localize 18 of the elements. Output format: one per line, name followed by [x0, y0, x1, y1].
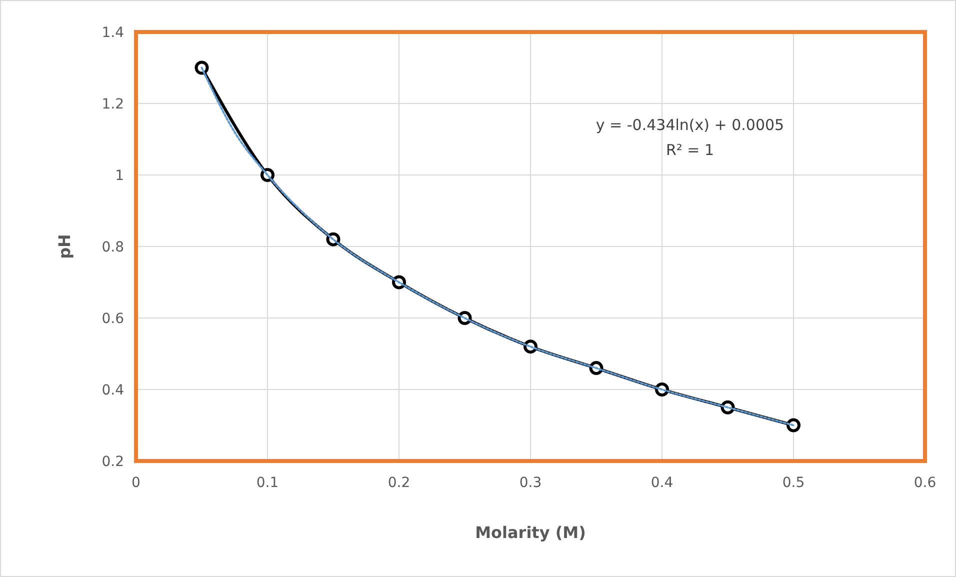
x-tick-label: 0.5 — [782, 475, 805, 491]
y-tick-label: 1 — [115, 168, 124, 184]
x-tick-label: 0.3 — [519, 475, 542, 491]
x-tick-label: 0.6 — [914, 475, 936, 491]
annotation: y = -0.434ln(x) + 0.0005 — [596, 116, 784, 134]
y-tick-label: 0.8 — [102, 239, 124, 256]
annotation: R² = 1 — [666, 141, 714, 159]
y-tick-label: 1.2 — [102, 96, 124, 112]
x-axis-title: Molarity (M) — [475, 523, 586, 542]
x-tick-label: 0.4 — [650, 475, 674, 491]
y-tick-label: 0.6 — [102, 310, 124, 327]
y-tick-label: 0.4 — [102, 382, 124, 398]
y-tick-label: 0.2 — [102, 454, 124, 470]
x-tick-label: 0.2 — [388, 475, 410, 491]
x-tick-label: 0 — [132, 475, 140, 491]
y-tick-label: 1.4 — [102, 24, 124, 41]
y-axis-title: pH — [55, 234, 74, 259]
x-tick-label: 0.1 — [256, 475, 279, 491]
